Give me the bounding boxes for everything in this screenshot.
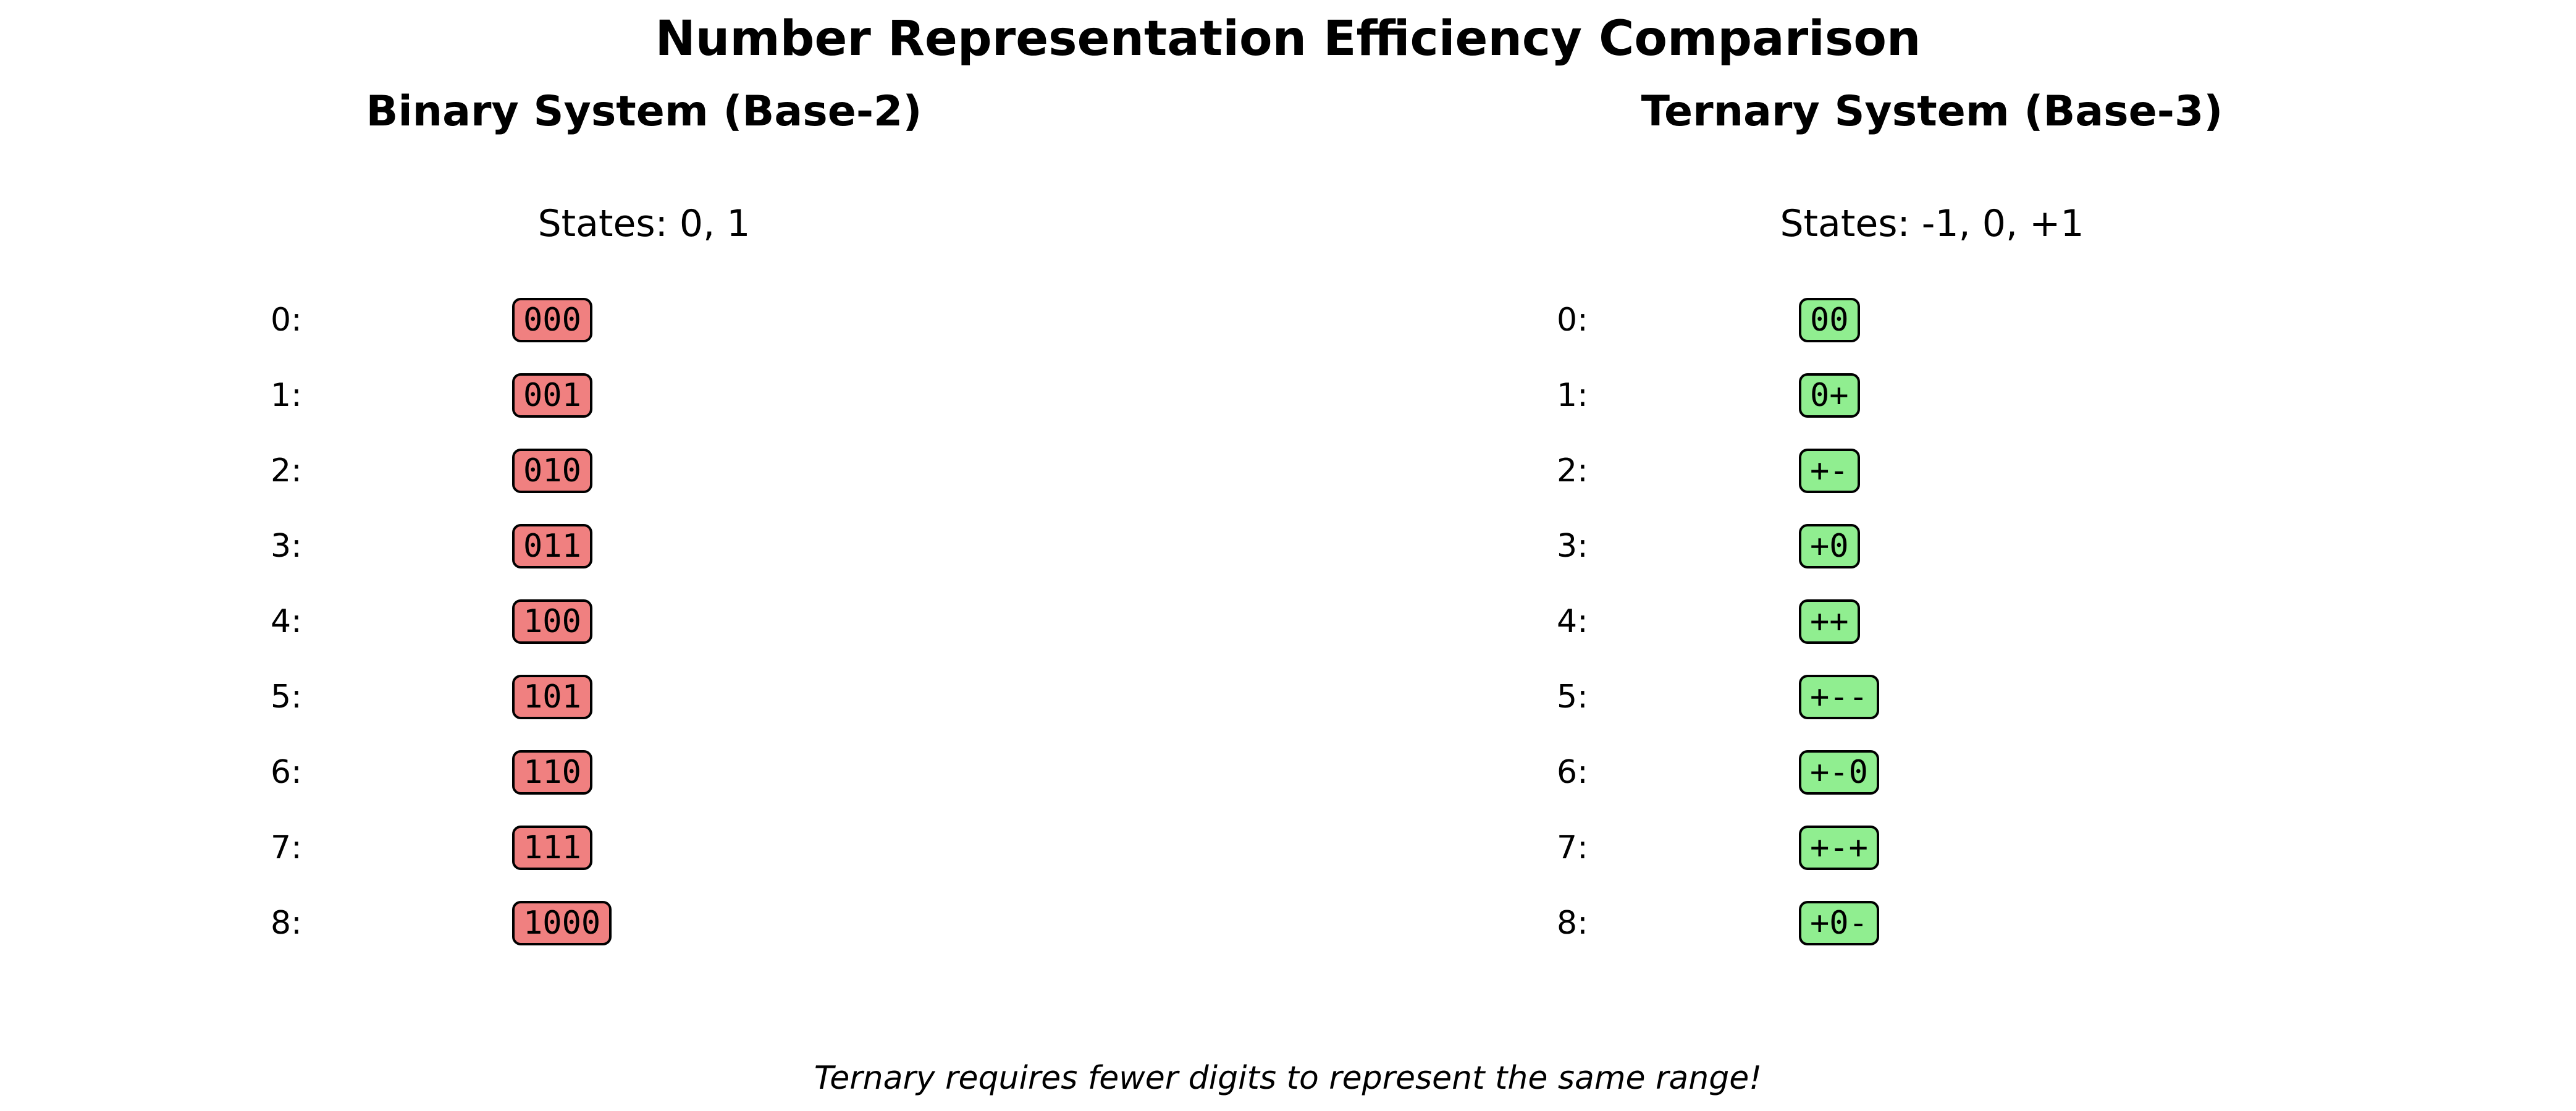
binary-code-box: 001 [512,373,592,418]
ternary-row-label: 5: [1557,678,1588,716]
binary-row-label: 3: [271,528,302,565]
binary-code-box: 101 [512,675,592,719]
ternary-code-box: 0+ [1799,373,1860,418]
binary-states-label: States: 0, 1 [537,202,751,245]
ternary-code-box: +0- [1799,901,1879,945]
binary-row-label: 0: [271,302,302,339]
ternary-code-box: +-+ [1799,826,1879,870]
binary-code-box: 1000 [512,901,612,945]
footer-note: Ternary requires fewer digits to represe… [814,1060,1762,1097]
ternary-code-box: 00 [1799,298,1860,342]
ternary-row-label: 8: [1557,905,1588,942]
ternary-panel-title: Ternary System (Base-3) [1641,87,2223,136]
ternary-row-label: 1: [1557,377,1588,414]
ternary-row-label: 2: [1557,452,1588,489]
binary-code-box: 000 [512,298,592,342]
ternary-code-box: +-- [1799,675,1879,719]
ternary-states-label: States: -1, 0, +1 [1780,202,2084,245]
binary-code-box: 111 [512,826,592,870]
binary-code-box: 110 [512,750,592,795]
ternary-row-label: 4: [1557,603,1588,640]
binary-code-box: 100 [512,599,592,644]
binary-row-label: 8: [271,905,302,942]
ternary-row-label: 6: [1557,754,1588,791]
binary-code-box: 011 [512,524,592,568]
ternary-row-label: 0: [1557,302,1588,339]
ternary-code-box: +0 [1799,524,1860,568]
binary-row-label: 6: [271,754,302,791]
ternary-code-box: +-0 [1799,750,1879,795]
ternary-code-box: ++ [1799,599,1860,644]
figure-title: Number Representation Efficiency Compari… [655,11,1921,67]
binary-panel-title: Binary System (Base-2) [366,87,922,136]
binary-row-label: 7: [271,829,302,866]
binary-row-label: 5: [271,678,302,716]
ternary-row-label: 3: [1557,528,1588,565]
binary-row-label: 4: [271,603,302,640]
binary-code-box: 010 [512,449,592,493]
binary-row-label: 2: [271,452,302,489]
ternary-row-label: 7: [1557,829,1588,866]
ternary-code-box: +- [1799,449,1860,493]
binary-row-label: 1: [271,377,302,414]
